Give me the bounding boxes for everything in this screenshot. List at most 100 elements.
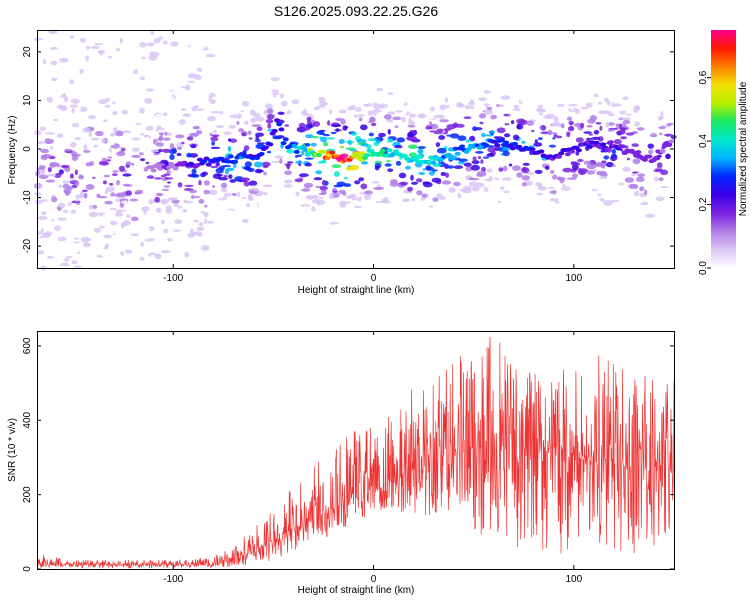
spectrogram-cell <box>244 94 249 100</box>
spectrogram-cell <box>599 198 606 202</box>
spectrogram-cell <box>431 98 441 104</box>
spectrogram-cell <box>583 131 592 134</box>
spectrogram-cell <box>331 124 342 127</box>
spectrogram-cell <box>62 93 66 97</box>
spectrogram-peak <box>386 148 393 153</box>
spectrogram-cell <box>396 137 406 143</box>
spectrogram-cell <box>544 165 550 170</box>
spectrogram-cell <box>69 79 74 85</box>
spectrogram-cell <box>418 217 424 220</box>
spectrogram-cell <box>537 137 543 141</box>
spectrogram-peak <box>428 155 435 160</box>
spectrogram-cell <box>254 139 261 143</box>
spectrogram-cell <box>94 130 104 137</box>
spectrogram-cell <box>131 154 141 158</box>
spectrogram-cell <box>374 165 380 171</box>
spectrogram-cell <box>248 180 258 187</box>
spectrogram-cell <box>93 144 99 148</box>
spectrogram-cell <box>595 78 602 84</box>
spectrogram-cell <box>456 103 465 108</box>
spectrogram-cell <box>112 96 116 99</box>
spectrogram-cell <box>432 197 439 202</box>
spectrogram-cell <box>274 136 282 140</box>
spectrogram-cell <box>190 228 194 234</box>
spectrogram-cell <box>88 131 93 137</box>
spectrogram-cell <box>206 106 210 111</box>
spectrogram-cell <box>438 135 446 140</box>
spectrogram-cell <box>176 152 182 157</box>
spectrogram-cell <box>38 85 48 89</box>
spectrogram-cell <box>497 200 502 203</box>
spectrogram-cell <box>57 97 65 104</box>
spectrogram-cell <box>593 93 599 98</box>
spectrogram-cell <box>85 55 89 62</box>
spectrogram-cell <box>534 169 543 174</box>
spectrogram-cell <box>584 189 589 194</box>
spectrogram-cell <box>443 128 452 131</box>
spectrogram-cell <box>194 35 200 40</box>
spectrogram-cell <box>62 180 70 184</box>
spectrogram-cell <box>208 218 212 221</box>
spectrogram-cell <box>500 95 511 100</box>
spectrogram-peak <box>315 153 322 158</box>
spectrogram-cell <box>104 200 113 205</box>
spectrogram-cell <box>283 189 290 191</box>
spectrogram-cell <box>629 219 635 226</box>
spectrogram-cell <box>157 137 163 142</box>
spectrogram-cell <box>271 160 280 164</box>
spectrogram-cell <box>422 181 431 185</box>
spectrogram-cell <box>59 105 68 112</box>
spectrogram-cell <box>398 172 407 179</box>
spectrogram-cell <box>326 137 335 140</box>
x-tick-label: 0 <box>371 273 377 284</box>
spectrogram-cell <box>499 104 505 108</box>
spectrogram-cell <box>615 78 623 84</box>
spectrogram-peak <box>157 166 164 171</box>
spectrogram-cell <box>566 131 571 138</box>
spectrogram-cell <box>75 52 85 58</box>
spectrogram-cell <box>423 210 428 213</box>
spectrogram-peak <box>454 151 461 156</box>
spectrogram-cell <box>48 30 58 35</box>
spectrogram-cell <box>248 137 253 140</box>
spectrogram-cell <box>157 42 165 47</box>
spectrogram-cell <box>404 102 408 106</box>
spectrogram-cell <box>122 173 132 177</box>
spectrogram-peak <box>172 166 179 171</box>
spectrogram-cell <box>304 162 312 167</box>
spectrogram-cell <box>407 74 414 79</box>
spectrogram-cell <box>109 207 118 211</box>
spectrogram-cell <box>537 184 543 188</box>
spectrogram-cell <box>261 192 269 196</box>
spectrogram-cell <box>310 142 317 147</box>
spectrogram-cell <box>121 200 128 204</box>
spectrogram-cell <box>452 235 457 241</box>
spectrogram-cell <box>658 177 664 182</box>
spectrogram-cell <box>601 160 607 164</box>
spectrogram-cell <box>295 160 303 164</box>
spectrogram-cell <box>190 117 195 124</box>
spectrogram-cell <box>462 185 472 191</box>
spectrogram-cell <box>327 120 331 126</box>
spectrogram-cell <box>211 141 216 146</box>
spectrogram-cell <box>69 104 79 108</box>
spectrogram-cell <box>270 77 280 82</box>
spectrogram-cell <box>512 165 521 171</box>
spectrogram-cell <box>89 161 94 166</box>
spectrogram-cell <box>418 172 426 175</box>
spectrogram-peak <box>258 151 265 156</box>
spectrogram-cell <box>608 77 617 83</box>
spectrogram-cell <box>434 210 438 216</box>
spectrogram-cell <box>249 237 258 241</box>
spectrogram-cell <box>93 227 101 233</box>
spectrogram-cell <box>267 59 274 63</box>
spectrogram-cell <box>549 190 558 194</box>
spectrogram-cell <box>631 80 637 86</box>
spectrogram-cell <box>211 134 220 138</box>
spectrogram-cell <box>598 176 608 179</box>
spectrogram-cell <box>449 133 460 139</box>
spectrogram-cell <box>153 38 161 44</box>
snr-series-line <box>37 336 675 569</box>
spectrogram-cell <box>405 210 410 213</box>
spectrogram-peak <box>196 157 203 162</box>
